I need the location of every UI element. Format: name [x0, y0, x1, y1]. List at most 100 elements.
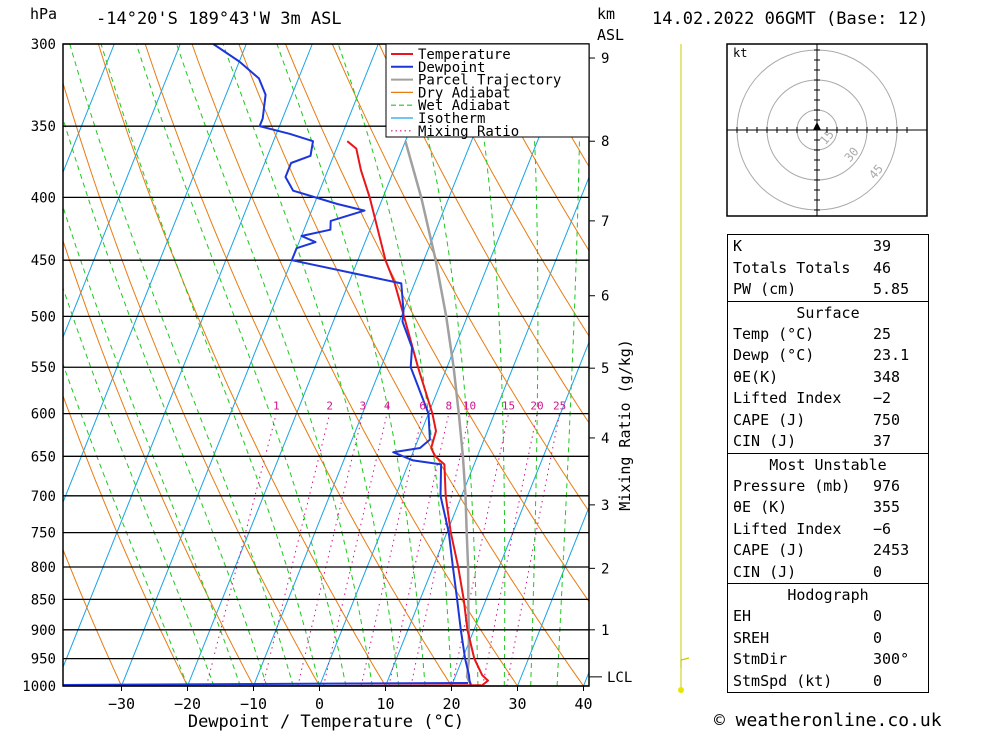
isotherm-line	[121, 44, 379, 686]
isotherm-line	[63, 44, 313, 669]
wind-barb-icon	[680, 657, 690, 668]
mixing-ratio-label: 8	[445, 400, 452, 413]
surface-title: Surface	[796, 303, 860, 322]
hodograph-stats-row: SREH 0	[733, 628, 883, 647]
totals-totals-row: Totals Totals 46	[733, 258, 892, 277]
temperature-tick-label: 10	[376, 695, 394, 713]
stability-indices-panel: K 39 Totals Totals 46 PW (cm) 5.85 Surface …	[727, 234, 929, 693]
hodograph-stats-row: EH 0	[733, 607, 883, 625]
isotherm-line	[385, 175, 589, 686]
wet-adiabat-line	[135, 44, 347, 686]
pressure-tick-label: 550	[31, 360, 56, 376]
datetime-title: 14.02.2022 06GMT (Base: 12)	[652, 9, 929, 29]
temperature-tick-label: 30	[508, 695, 526, 713]
k-index-row: K 39	[733, 237, 892, 255]
mixing-ratio-line	[205, 413, 277, 686]
pressure-tick-label: 300	[31, 37, 56, 53]
mixing-ratio-label: 25	[553, 400, 566, 413]
mixing-ratio-label: 4	[384, 400, 391, 413]
height-tick-label: 4	[601, 431, 609, 447]
height-reference-label: ASL	[597, 26, 625, 44]
hodograph-stats-title: Hodograph	[787, 586, 869, 604]
most-unstable-row: Pressure (mb) 976	[733, 476, 901, 495]
wet-adiabat-line	[528, 44, 539, 686]
legend-entry: Isotherm	[418, 111, 485, 127]
temperature-tick-label: −30	[108, 695, 135, 713]
most-unstable-row: CAPE (J) 2453	[733, 541, 910, 559]
height-tick-label: 6	[601, 289, 609, 305]
isotherm-line	[517, 505, 589, 686]
dry-adiabat-line	[63, 548, 122, 686]
isotherm-line	[63, 44, 115, 174]
pressure-tick-label: 1000	[22, 679, 56, 695]
dewpoint-line	[212, 44, 473, 686]
most-unstable-row: θE (K) 355	[733, 498, 901, 516]
pressure-tick-label: 650	[31, 449, 56, 465]
surface-row: Dewp (°C) 23.1	[733, 346, 910, 364]
pressure-tick-label: 600	[31, 407, 56, 423]
height-tick-label: 1	[601, 623, 609, 639]
legend-entry: Dewpoint	[418, 60, 485, 76]
wet-adiabat-line	[337, 44, 452, 686]
mixing-ratio-line	[360, 413, 424, 686]
credit-link[interactable]: © weatheronline.co.uk	[714, 710, 942, 731]
dry-adiabat-line	[378, 44, 589, 424]
surface-section: Surface Temp (°C) 25 Dewp (°C) 23.1 θE(K) 3…	[728, 302, 928, 454]
pressure-tick-label: 850	[31, 592, 56, 608]
hodograph-stats-row: StmSpd (kt) 0	[733, 671, 883, 690]
mixing-ratio-label: 2	[326, 400, 333, 413]
location-title: -14°20'S 189°43'W 3m ASL	[96, 9, 342, 29]
wet-adiabat-line	[69, 44, 294, 686]
isotherm-line	[253, 44, 511, 686]
dry-adiabat-line	[987, 44, 1000, 686]
most-unstable-title: Most Unstable	[769, 455, 887, 474]
storm-motion-marker-icon	[813, 122, 821, 130]
pressure-tick-label: 400	[31, 190, 56, 206]
legend-entry: Parcel Trajectory	[418, 73, 561, 89]
pressure-tick-label: 800	[31, 560, 56, 576]
surface-wind-dot	[678, 687, 684, 693]
temperature-line	[346, 140, 489, 686]
wet-adiabat-line	[222, 44, 400, 686]
pressure-tick-label: 450	[31, 253, 56, 269]
height-tick-label: 2	[601, 561, 609, 577]
isotherm-line	[187, 44, 445, 686]
hodograph-stats-section: Hodograph EH 0 SREH 0 StmDir 300° StmSpd (k…	[728, 584, 928, 693]
legend-box	[385, 43, 590, 138]
pressure-tick-label: 700	[31, 489, 56, 505]
temperature-tick-label: 20	[442, 695, 460, 713]
pressure-tick-label: 750	[31, 526, 56, 542]
height-tick-label: 8	[601, 134, 609, 150]
surface-row: Temp (°C) 25	[733, 324, 892, 343]
height-tick-label: 9	[601, 51, 609, 67]
wind-profile	[678, 44, 690, 693]
mixing-ratio-line	[323, 413, 388, 686]
pressure-tick-label: 500	[31, 309, 56, 325]
mixing-ratio-label: 6	[419, 400, 426, 413]
legend-entry: Wet Adiabat	[418, 98, 511, 114]
hodograph-unit: kt	[733, 46, 747, 60]
mixing-ratio-label: 1	[273, 400, 280, 413]
x-axis-label: Dewpoint / Temperature (°C)	[188, 712, 464, 732]
isotherm-line	[319, 44, 577, 686]
temperature-tick-label: 40	[574, 695, 592, 713]
temperature-tick-label: −10	[240, 695, 267, 713]
height-tick-label: 7	[601, 214, 609, 230]
hodograph-stats-row: StmDir 300°	[733, 650, 910, 668]
mixing-ratio-label: 3	[360, 400, 367, 413]
legend-entry: Dry Adiabat	[418, 85, 511, 101]
surface-row: θE(K) 348	[733, 367, 901, 386]
most-unstable-section: Most Unstable Pressure (mb) 976 θE (K) 355…	[728, 454, 928, 584]
dry-adiabat-line	[472, 44, 589, 252]
isotherm-line	[451, 340, 589, 686]
mixing-ratio-label: 20	[530, 400, 543, 413]
pressure-tick-label: 950	[31, 652, 56, 668]
parcel-trajectory-line	[404, 140, 473, 686]
precipitable-water-row: PW (cm) 5.85	[733, 280, 910, 298]
pressure-tick-label: 350	[31, 119, 56, 135]
mixing-ratio-label: 15	[502, 400, 515, 413]
height-tick-label: 5	[601, 361, 609, 377]
temperature-tick-label: −20	[174, 695, 201, 713]
pressure-unit-label: hPa	[30, 5, 58, 23]
